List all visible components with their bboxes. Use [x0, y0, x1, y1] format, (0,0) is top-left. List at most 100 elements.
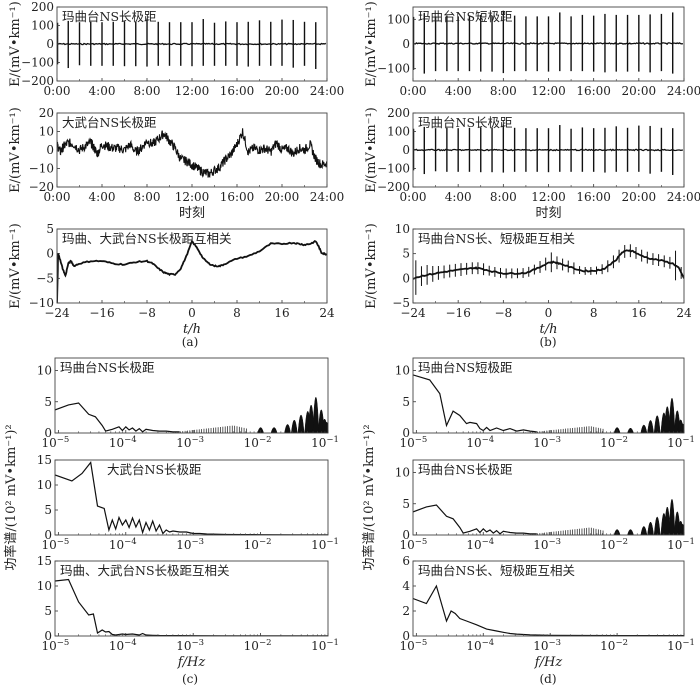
x-tick-label: 20:00: [622, 190, 657, 204]
spectrum-peak: [297, 414, 305, 433]
x-tick-label: 10−5: [399, 537, 427, 552]
data-series: [413, 249, 684, 280]
y-tick-label: 0: [44, 528, 52, 542]
panel-annotation: 玛曲台NS长、短极距互相关: [418, 231, 575, 246]
panel-annotation: 玛曲台NS长极距: [62, 9, 157, 24]
plot-area: [55, 578, 328, 636]
spectrum-peak: [270, 427, 278, 433]
x-tick-label: 10−1: [311, 537, 339, 552]
y-tick-label: 10: [395, 222, 410, 236]
chart-panel-c2: 15 10 5 010−5 10−4 10−3 10−2 10−1 大武台NS长极距: [37, 453, 339, 552]
x-axis-label: t/h: [540, 322, 558, 337]
x-tick-label: −16: [89, 306, 114, 320]
x-tick-label: 10−4: [466, 435, 494, 450]
x-tick-label: 10−5: [41, 537, 69, 552]
x-tick-label: 24: [676, 306, 692, 320]
spectrum-peak: [627, 427, 634, 433]
y-tick-label: 2: [402, 604, 410, 618]
x-tick-label: 4:00: [445, 190, 472, 204]
plot-frame: [412, 6, 685, 82]
x-tick-label: 8:00: [490, 84, 517, 98]
x-axis-label: f/Hz: [534, 655, 563, 670]
y-tick-label: 5: [402, 247, 410, 261]
y-tick-label: −100: [377, 62, 410, 76]
y-axis-label: E/(mV•km⁻¹): [364, 223, 379, 309]
spectrum-line: [55, 461, 328, 535]
y-tick-label: −10: [29, 296, 54, 310]
plot-frame: [412, 112, 685, 188]
y-tick-label: 10: [37, 478, 52, 492]
spectrum-peak: [291, 419, 298, 433]
y-tick-label: 15: [37, 554, 52, 568]
spectrum-peak: [653, 415, 661, 433]
y-axis-label: E/(mV•km⁻¹): [8, 107, 23, 193]
data-series: [57, 239, 327, 303]
data-series: [57, 128, 327, 179]
x-axis-label: 时刻: [535, 206, 561, 221]
x-tick-label: 10−4: [109, 435, 137, 450]
y-tick-label: 6: [402, 554, 410, 568]
x-tick-label: 10−2: [600, 435, 628, 450]
x-tick-label: 12:00: [175, 190, 210, 204]
x-axis-label: f/Hz: [177, 655, 206, 670]
plot-frame: [56, 6, 328, 82]
x-tick-label: 8: [233, 306, 241, 320]
panel-annotation: 玛曲、大武台NS长极距互相关: [60, 563, 230, 578]
x-tick-label: 4:00: [89, 190, 116, 204]
y-tick-label: 10: [395, 364, 410, 378]
y-tick-label: 5: [402, 395, 410, 409]
y-tick-label: 5: [44, 604, 52, 618]
chart-panel-c3: 15 10 5 010−5 10−4 10−3 10−2 10−1 玛曲、大武台NS长极距互相关…: [37, 554, 339, 670]
y-tick-label: 5: [44, 395, 52, 409]
y-tick-label: 0: [46, 247, 54, 261]
plot-area: [57, 18, 327, 69]
chart-panel-b3: 10 5 0 −5−24 −16 −8 0 8 16 24 玛曲台NS长、短极距互相关 t/h E/(m…: [364, 222, 692, 337]
y-tick-label: 0: [402, 426, 410, 440]
spectrum-peak: [653, 516, 661, 535]
caption-d: (d): [539, 672, 556, 686]
plot-frame: [54, 357, 329, 434]
y-tick-label: −200: [21, 74, 54, 88]
spectrum-peak: [284, 424, 291, 433]
x-tick-label: 10−2: [600, 537, 628, 552]
y-tick-label: 10: [395, 466, 410, 480]
plot-frame: [56, 112, 328, 188]
spectrum-line: [413, 374, 537, 433]
x-tick-label: 10−4: [466, 638, 494, 653]
panel-annotation: 大武台NS长极距: [62, 115, 157, 130]
y-tick-label: 5: [46, 222, 54, 236]
x-tick-label: 10−2: [244, 435, 272, 450]
x-tick-label: −16: [446, 306, 471, 320]
x-axis-label: 时刻: [179, 206, 205, 221]
chart-panel-d1: 10 5 010−5 10−4 10−3 10−2 10−1 玛曲台NS短极距: [395, 357, 695, 450]
x-tick-label: 16:00: [220, 84, 255, 98]
y-tick-label: −100: [377, 162, 410, 176]
x-tick-label: 24:00: [310, 190, 345, 204]
plot-area: [413, 10, 683, 74]
x-tick-label: −24: [400, 306, 426, 320]
spectrum-line: [413, 504, 537, 535]
y-tick-label: −5: [36, 271, 54, 285]
spectrum-peak: [312, 396, 320, 433]
caption-b: (b): [539, 335, 556, 349]
x-tick-label: 0:00: [400, 190, 427, 204]
x-tick-label: 12:00: [531, 84, 566, 98]
spectrum-peak: [668, 397, 676, 433]
caption-a: (a): [182, 335, 199, 349]
x-tick-label: 0: [188, 306, 196, 320]
y-axis-label: E/(mV•km⁻¹): [8, 1, 23, 87]
y-tick-label: −20: [29, 180, 54, 194]
y-tick-label: 100: [31, 19, 54, 33]
x-tick-label: 20:00: [622, 84, 657, 98]
plot-area: [413, 124, 684, 175]
panel-annotation: 玛曲、大武台NS长极距互相关: [62, 231, 232, 246]
y-tick-label: 10: [37, 579, 52, 593]
chart-panel-d3: 6 4 2 010−5 10−4 10−3 10−2 10−1 玛曲台NS长、短极距互相关 f/H…: [399, 554, 694, 670]
x-tick-label: 16:00: [576, 84, 611, 98]
x-tick-label: 10−2: [600, 638, 628, 653]
plot-area: [413, 584, 684, 636]
plot-frame: [412, 459, 685, 536]
y-tick-label: 0: [402, 37, 410, 51]
